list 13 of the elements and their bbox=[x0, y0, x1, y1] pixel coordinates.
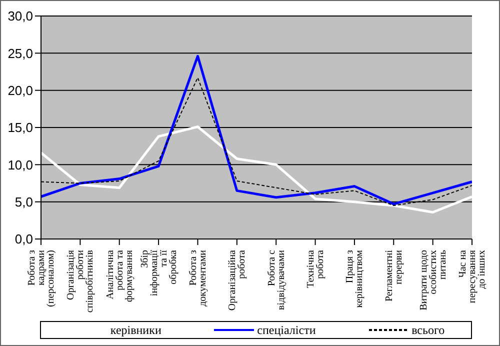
y-tick-label: 0,0 bbox=[14, 232, 33, 247]
y-tick-label: 25,0 bbox=[8, 46, 33, 61]
x-tick-label: Технічна робота bbox=[306, 249, 326, 288]
y-tick-label: 30,0 bbox=[8, 8, 33, 24]
x-tick-label: Організаційна робота bbox=[227, 249, 248, 311]
text: керівники bbox=[110, 322, 162, 338]
y-tick-label: 15,0 bbox=[8, 120, 33, 136]
y-tick-label: 5,0 bbox=[14, 194, 33, 210]
y-tick-label: 20,0 bbox=[8, 82, 33, 98]
x-tick-label: Робота з кадрами (персоналом) bbox=[26, 249, 56, 307]
legend-label: спеціалісти bbox=[257, 322, 316, 338]
y-tick-label: 10,0 bbox=[8, 157, 33, 172]
legend-label: всього bbox=[412, 322, 445, 338]
